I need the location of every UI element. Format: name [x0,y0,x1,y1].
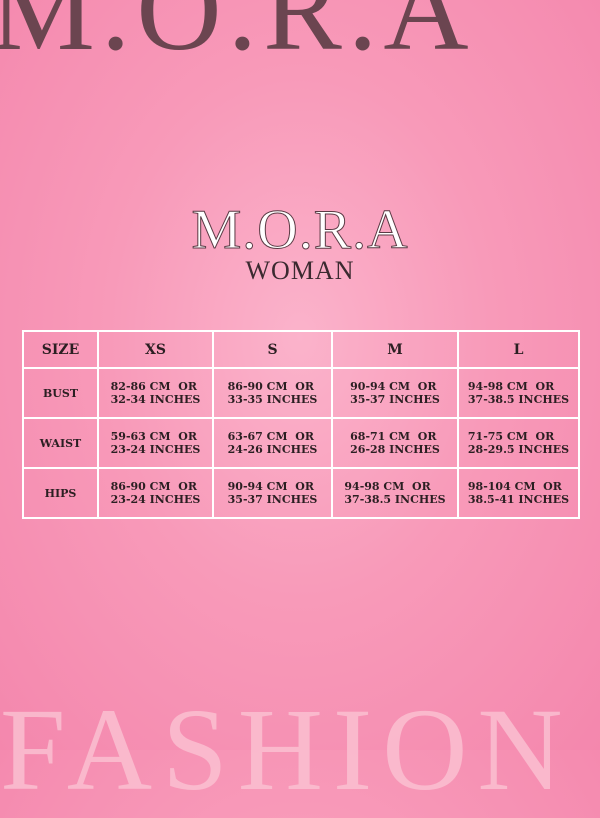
cm-value: 94-98 CM OR [344,480,431,493]
cm-value: 90-94 CM OR [227,480,314,493]
cm-value: 59-63 CM OR [110,430,197,443]
cm-value: 86-90 CM OR [110,480,197,493]
measurement-value: 94-98 CM OR 37-38.5 INCHES [468,380,569,406]
measurement-value: 94-98 CM OR 37-38.5 INCHES [344,480,445,506]
brand-logo: M.O.R.A [191,199,409,261]
inches-value: 23-24 INCHES [110,443,201,456]
measurement-cell: 71-75 CM OR 28-29.5 INCHES [457,417,580,469]
measurement-cell: 98-104 CM OR 38.5-41 INCHES [457,467,580,519]
row-label: BUST [22,367,99,419]
watermark-top: M.O.R.A [0,0,475,75]
inches-value: 33-35 INCHES [227,393,318,406]
measurement-value: 59-63 CM OR 23-24 INCHES [111,430,201,456]
inches-value: 35-37 INCHES [227,493,318,506]
watermark-bottom: FASHION [0,684,573,815]
measurement-cell: 59-63 CM OR 23-24 INCHES [97,417,214,469]
inches-value: 23-24 INCHES [110,493,201,506]
header-cell: SIZE [22,330,99,369]
cm-value: 63-67 CM OR [227,430,314,443]
row-label: HIPS [22,467,99,519]
table-row: BUST 82-86 CM OR 32-34 INCHES 86-90 CM OR 33… [22,367,580,419]
inches-value: 24-26 INCHES [227,443,318,456]
cm-value: 82-86 CM OR [110,380,197,393]
table-row: WAIST 59-63 CM OR 23-24 INCHES 63-67 CM OR 2… [22,417,580,469]
header-cell: XS [97,330,214,369]
measurement-value: 82-86 CM OR 32-34 INCHES [111,380,201,406]
measurement-value: 98-104 CM OR 38.5-41 INCHES [468,480,569,506]
inches-value: 26-28 INCHES [350,443,440,456]
inches-value: 37-38.5 INCHES [467,393,570,406]
measurement-cell: 86-90 CM OR 23-24 INCHES [97,467,214,519]
measurement-value: 68-71 CM OR 26-28 INCHES [350,430,440,456]
header-cell: S [212,330,333,369]
inches-value: 37-38.5 INCHES [344,493,446,506]
measurement-value: 63-67 CM OR 24-26 INCHES [228,430,318,456]
measurement-cell: 90-94 CM OR 35-37 INCHES [212,467,333,519]
cm-value: 68-71 CM OR [350,430,437,443]
cm-value: 98-104 CM OR [467,480,562,493]
brand-subtitle: WOMAN [245,256,355,285]
header-cell: L [457,330,580,369]
measurement-value: 86-90 CM OR 33-35 INCHES [228,380,318,406]
measurement-cell: 86-90 CM OR 33-35 INCHES [212,367,333,419]
inches-value: 28-29.5 INCHES [467,443,570,456]
measurement-cell: 94-98 CM OR 37-38.5 INCHES [457,367,580,419]
measurement-cell: 68-71 CM OR 26-28 INCHES [331,417,459,469]
inches-value: 38.5-41 INCHES [467,493,570,506]
measurement-value: 90-94 CM OR 35-37 INCHES [228,480,318,506]
measurement-cell: 82-86 CM OR 32-34 INCHES [97,367,214,419]
inches-value: 32-34 INCHES [110,393,201,406]
measurement-cell: 94-98 CM OR 37-38.5 INCHES [331,467,459,519]
header-cell: M [331,330,459,369]
measurement-value: 71-75 CM OR 28-29.5 INCHES [468,430,569,456]
size-chart-table: SIZE XS S M L BUST 82-86 CM OR 32-34 INCHE… [22,330,580,519]
cm-value: 90-94 CM OR [350,380,437,393]
header-row: SIZE XS S M L [22,330,580,369]
measurement-cell: 90-94 CM OR 35-37 INCHES [331,367,459,419]
cm-value: 86-90 CM OR [227,380,314,393]
cm-value: 94-98 CM OR [467,380,555,393]
inches-value: 35-37 INCHES [350,393,440,406]
measurement-cell: 63-67 CM OR 24-26 INCHES [212,417,333,469]
table-row: HIPS 86-90 CM OR 23-24 INCHES 90-94 CM OR 35… [22,467,580,519]
row-label: WAIST [22,417,99,469]
cm-value: 71-75 CM OR [467,430,555,443]
measurement-value: 90-94 CM OR 35-37 INCHES [350,380,440,406]
measurement-value: 86-90 CM OR 23-24 INCHES [111,480,201,506]
